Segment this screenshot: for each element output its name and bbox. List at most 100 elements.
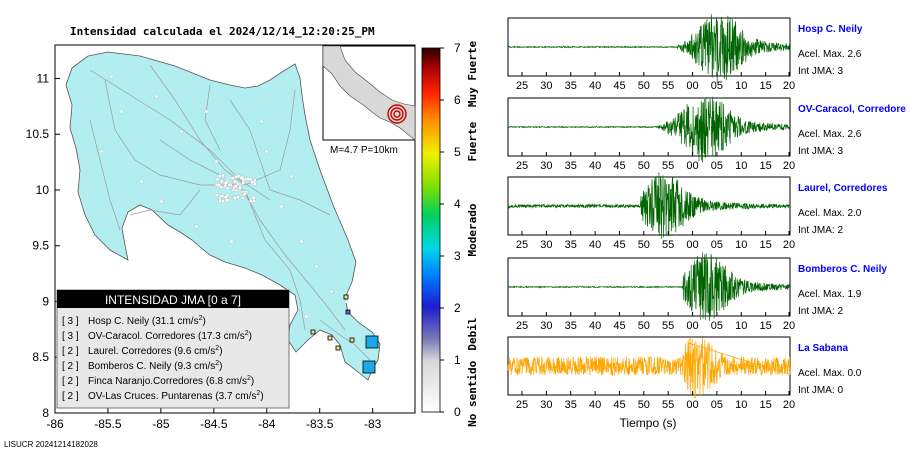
trace-tick-label: 00 — [686, 80, 698, 92]
seismogram-trace: 25 30 35 40 45 50 55 00 05 10 15 20 OV-Caracol, Corr… — [507, 96, 906, 172]
seismogram-trace: 25 30 35 40 45 50 55 00 05 10 15 20 La Sabana Acel. M… — [507, 336, 862, 411]
seismogram-trace: 25 30 35 40 45 50 55 00 05 10 15 20 Hosp C. Neily Ace… — [507, 14, 863, 92]
trace-tick-label: 10 — [735, 160, 747, 172]
costa-rica-land — [65, 51, 381, 381]
trace-intensity-label: Int JMA: 3 — [798, 146, 843, 157]
town-dot — [233, 184, 238, 188]
map-frame — [54, 44, 416, 414]
town-dot — [233, 179, 237, 184]
colorbar: 0 1 2 3 4 5 6 7 No sentido Debil Moderado Fuerte Mu… — [421, 41, 479, 427]
town-dot — [314, 264, 319, 269]
legend-label-sup: 2 — [215, 345, 219, 352]
town-dot — [219, 194, 224, 198]
legend-box — [56, 289, 290, 409]
trace-tick-label: 35 — [565, 160, 577, 172]
town-dot — [225, 198, 229, 203]
lat-tick-label: 9 — [42, 294, 49, 308]
epicenter-ring-outer — [387, 104, 407, 124]
town-dot — [109, 74, 114, 79]
trace-tick-label: 55 — [662, 160, 674, 172]
legend-label-text: Finca Naranjo.Corredores (6.8 cm/s — [88, 376, 247, 387]
town-dot — [246, 177, 250, 181]
legend-intensity: [ 2 ] — [62, 361, 79, 372]
town-dot — [236, 195, 240, 199]
town-dot — [221, 173, 225, 178]
colorbar-tick-label: 6 — [454, 93, 461, 107]
town-dot — [218, 174, 222, 178]
intensity-legend: INTENSIDAD JMA [0 a 7] [ 3 ] Hosp C. Neil… — [56, 289, 290, 409]
trace-station-name: Hosp C. Neily — [798, 24, 863, 35]
trace-tick-label: 05 — [711, 399, 723, 411]
trace-tick-label: 20 — [783, 239, 795, 251]
town-dot — [289, 174, 294, 179]
colorbar-tick-label: 7 — [454, 41, 461, 55]
road — [319, 319, 371, 361]
town-dot — [329, 289, 334, 294]
town-dot — [217, 183, 221, 187]
town-dot — [215, 177, 220, 182]
lon-tick-label: -83 — [364, 417, 382, 431]
colorbar-tick-label: 5 — [454, 145, 461, 159]
colorbar-tick-label: 0 — [454, 405, 461, 419]
legend-station-label: Laurel. Corredores (9.6 cm/s2) — [88, 345, 223, 357]
trace-tick-label: 20 — [783, 80, 795, 92]
legend-label-sup: 2 — [245, 330, 249, 337]
town-dot — [304, 314, 309, 319]
legend-intensity: [ 2 ] — [62, 376, 79, 387]
lon-tick-label: -84.5 — [200, 417, 228, 431]
trace-tick-label: 55 — [662, 399, 674, 411]
town-dot — [241, 196, 245, 200]
town-dot — [154, 94, 159, 99]
town-dot — [239, 176, 244, 180]
town-dot — [218, 199, 222, 203]
time-axis-label: Tiempo (s) — [620, 416, 677, 430]
town-dot — [241, 181, 246, 185]
trace-tick-label: 50 — [638, 239, 650, 251]
trace-tick-label: 25 — [516, 160, 528, 172]
trace-tick-label: 00 — [686, 239, 698, 251]
station-marker — [349, 337, 355, 343]
lat-tick-label: 8 — [42, 406, 49, 420]
station-marker — [343, 294, 349, 300]
town-dot — [215, 193, 219, 197]
colorbar-tick-label: 3 — [454, 249, 461, 263]
trace-tick-label: 05 — [711, 320, 723, 332]
road — [239, 184, 346, 331]
colorbar-ticks: 0 1 2 3 4 5 6 7 — [440, 41, 461, 419]
trace-accel-label: Acel. Max. 2.0 — [798, 208, 862, 219]
legend-label-sup: 2 — [215, 360, 219, 367]
figure-title: Intensidad calculada el 2024/12/14_12:20… — [70, 25, 375, 38]
trace-tick-label: 05 — [711, 80, 723, 92]
town-dot — [221, 199, 225, 203]
trace-tick-label: 00 — [686, 399, 698, 411]
town-dot — [230, 176, 235, 180]
town-dot — [194, 224, 199, 229]
colorbar-class-label: No sentido — [466, 360, 479, 427]
trace-waveform — [507, 14, 791, 83]
trace-tick-label: 10 — [735, 320, 747, 332]
road — [229, 99, 331, 216]
legend-label-sup: 2 — [256, 390, 260, 397]
trace-tick-label: 20 — [783, 160, 795, 172]
trace-tick-label: 50 — [638, 399, 650, 411]
road — [244, 89, 296, 186]
colorbar-gradient — [421, 47, 441, 413]
lat-tick-label: 10 — [36, 183, 50, 197]
legend-label-text: OV-Las Cruces. Puntarenas (3.7 cm/s — [88, 391, 256, 402]
trace-tick-label: 20 — [783, 320, 795, 332]
trace-station-name: Bomberos C. Neily — [798, 264, 887, 275]
trace-tick-label: 15 — [760, 160, 772, 172]
trace-tick-label: 55 — [662, 320, 674, 332]
trace-tick-label: 50 — [638, 80, 650, 92]
trace-frame — [507, 336, 791, 396]
trace-tick-label: 30 — [540, 160, 552, 172]
trace-tick-label: 30 — [540, 80, 552, 92]
trace-waveform — [507, 336, 791, 399]
trace-tick-label: 55 — [662, 80, 674, 92]
station-marker — [335, 345, 341, 351]
station-marker — [365, 335, 379, 349]
trace-waveform — [507, 252, 791, 321]
town-dot — [249, 199, 253, 203]
trace-tick-label: 40 — [589, 160, 601, 172]
epicenter-ring-inner — [393, 110, 401, 118]
